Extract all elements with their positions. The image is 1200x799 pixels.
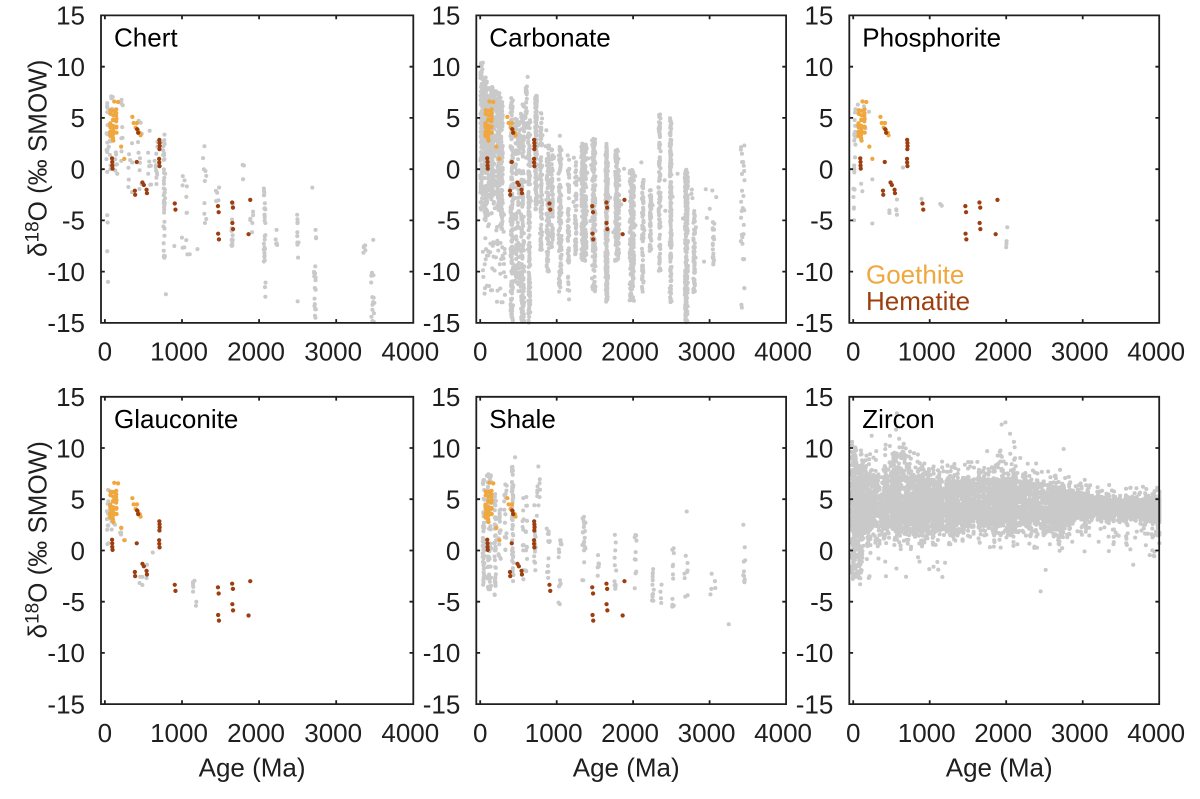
svg-text:-15: -15 bbox=[423, 689, 461, 719]
svg-text:-5: -5 bbox=[437, 587, 460, 617]
svg-text:2000: 2000 bbox=[974, 336, 1032, 366]
svg-text:5: 5 bbox=[446, 103, 460, 133]
svg-text:0: 0 bbox=[819, 536, 833, 566]
svg-text:3000: 3000 bbox=[678, 718, 736, 748]
svg-text:-10: -10 bbox=[47, 257, 85, 287]
svg-text:4000: 4000 bbox=[754, 718, 812, 748]
svg-text:4000: 4000 bbox=[1127, 336, 1185, 366]
svg-text:Goethite: Goethite bbox=[866, 259, 964, 289]
svg-text:0: 0 bbox=[846, 718, 860, 748]
svg-text:3000: 3000 bbox=[1051, 336, 1109, 366]
svg-text:15: 15 bbox=[431, 382, 460, 412]
svg-text:-15: -15 bbox=[47, 689, 85, 719]
svg-text:1000: 1000 bbox=[150, 336, 208, 366]
svg-text:1000: 1000 bbox=[898, 718, 956, 748]
svg-text:-15: -15 bbox=[796, 308, 834, 338]
svg-text:Shale: Shale bbox=[489, 404, 556, 434]
svg-text:Hematite: Hematite bbox=[866, 286, 970, 316]
svg-text:Zircon: Zircon bbox=[862, 404, 934, 434]
svg-text:Age (Ma): Age (Ma) bbox=[199, 753, 306, 783]
svg-text:-15: -15 bbox=[47, 308, 85, 338]
svg-text:10: 10 bbox=[804, 52, 833, 82]
svg-text:0: 0 bbox=[98, 718, 112, 748]
svg-text:0: 0 bbox=[446, 536, 460, 566]
svg-text:5: 5 bbox=[446, 485, 460, 515]
svg-text:5: 5 bbox=[71, 485, 85, 515]
svg-text:5: 5 bbox=[71, 103, 85, 133]
svg-text:10: 10 bbox=[431, 433, 460, 463]
svg-text:Phosphorite: Phosphorite bbox=[862, 23, 1001, 53]
svg-text:1000: 1000 bbox=[898, 336, 956, 366]
svg-text:4000: 4000 bbox=[1127, 718, 1185, 748]
svg-text:Chert: Chert bbox=[114, 23, 178, 53]
svg-text:4000: 4000 bbox=[754, 336, 812, 366]
svg-text:-10: -10 bbox=[796, 257, 834, 287]
svg-text:-10: -10 bbox=[423, 638, 461, 668]
svg-text:0: 0 bbox=[846, 336, 860, 366]
svg-text:-5: -5 bbox=[810, 206, 833, 236]
svg-text:-5: -5 bbox=[437, 206, 460, 236]
svg-text:4000: 4000 bbox=[381, 718, 439, 748]
svg-text:Carbonate: Carbonate bbox=[489, 23, 610, 53]
svg-text:Age (Ma): Age (Ma) bbox=[946, 753, 1053, 783]
svg-text:15: 15 bbox=[804, 382, 833, 412]
svg-text:3000: 3000 bbox=[304, 336, 362, 366]
svg-text:15: 15 bbox=[804, 1, 833, 31]
svg-text:4000: 4000 bbox=[381, 336, 439, 366]
svg-text:2000: 2000 bbox=[974, 718, 1032, 748]
svg-text:2000: 2000 bbox=[227, 718, 285, 748]
svg-text:0: 0 bbox=[98, 336, 112, 366]
svg-text:2000: 2000 bbox=[227, 336, 285, 366]
svg-text:-5: -5 bbox=[810, 587, 833, 617]
svg-text:5: 5 bbox=[819, 103, 833, 133]
svg-text:Glauconite: Glauconite bbox=[114, 404, 238, 434]
svg-text:Age (Ma): Age (Ma) bbox=[573, 753, 680, 783]
svg-text:δ18O (‰ SMOW): δ18O (‰ SMOW) bbox=[23, 441, 53, 638]
svg-text:2000: 2000 bbox=[601, 336, 659, 366]
svg-text:15: 15 bbox=[56, 382, 85, 412]
svg-text:0: 0 bbox=[446, 155, 460, 185]
svg-text:3000: 3000 bbox=[1051, 718, 1109, 748]
svg-text:-15: -15 bbox=[796, 689, 834, 719]
svg-text:1000: 1000 bbox=[150, 718, 208, 748]
svg-text:3000: 3000 bbox=[304, 718, 362, 748]
svg-text:-5: -5 bbox=[62, 206, 85, 236]
svg-text:-10: -10 bbox=[796, 638, 834, 668]
svg-text:10: 10 bbox=[431, 52, 460, 82]
svg-text:-10: -10 bbox=[423, 257, 461, 287]
svg-text:-5: -5 bbox=[62, 587, 85, 617]
svg-text:3000: 3000 bbox=[678, 336, 736, 366]
svg-text:1000: 1000 bbox=[525, 718, 583, 748]
svg-text:15: 15 bbox=[431, 1, 460, 31]
svg-text:0: 0 bbox=[473, 718, 487, 748]
svg-text:δ18O (‰ SMOW): δ18O (‰ SMOW) bbox=[23, 60, 53, 257]
svg-text:10: 10 bbox=[56, 433, 85, 463]
svg-text:10: 10 bbox=[804, 433, 833, 463]
svg-text:1000: 1000 bbox=[525, 336, 583, 366]
svg-text:10: 10 bbox=[56, 52, 85, 82]
svg-text:0: 0 bbox=[473, 336, 487, 366]
svg-text:-15: -15 bbox=[423, 308, 461, 338]
svg-text:0: 0 bbox=[71, 155, 85, 185]
svg-text:2000: 2000 bbox=[601, 718, 659, 748]
svg-text:0: 0 bbox=[819, 155, 833, 185]
svg-text:0: 0 bbox=[71, 536, 85, 566]
svg-text:15: 15 bbox=[56, 1, 85, 31]
svg-text:5: 5 bbox=[819, 485, 833, 515]
svg-text:-10: -10 bbox=[47, 638, 85, 668]
